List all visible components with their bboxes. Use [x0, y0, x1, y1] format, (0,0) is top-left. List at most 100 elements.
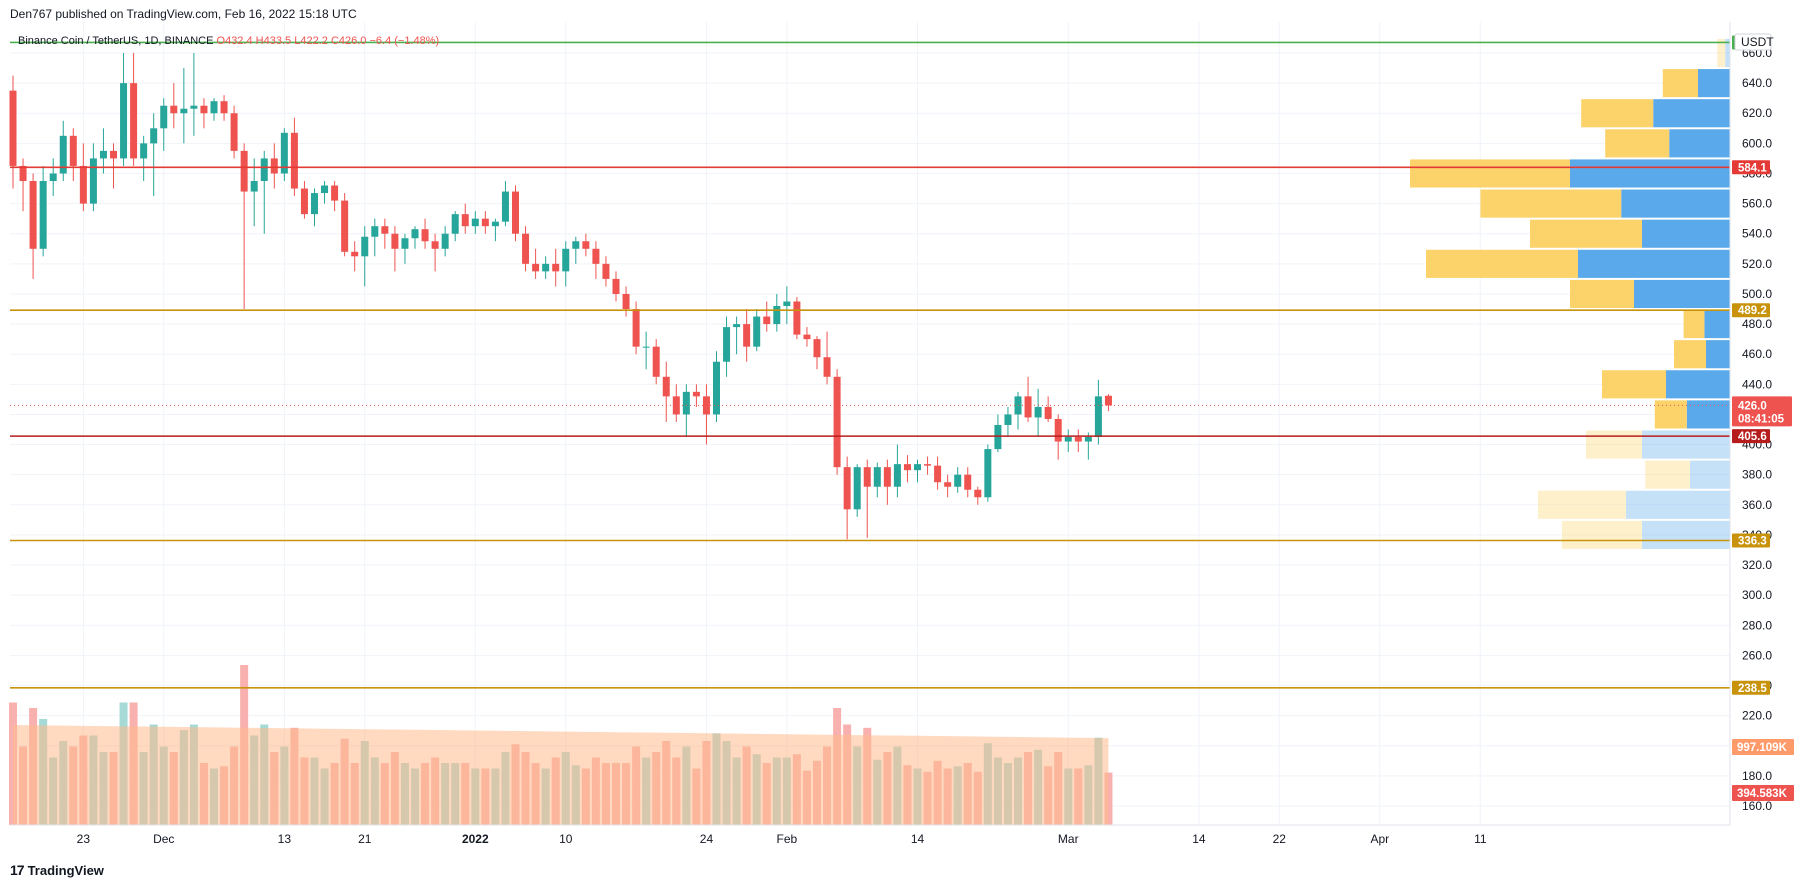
- candle-body[interactable]: [471, 218, 479, 227]
- candle-body[interactable]: [903, 464, 911, 471]
- candle-body[interactable]: [1064, 437, 1072, 442]
- candle-body[interactable]: [682, 391, 690, 415]
- candle-body[interactable]: [240, 150, 248, 192]
- candle-body[interactable]: [763, 316, 771, 325]
- candle-body[interactable]: [542, 263, 550, 272]
- candle-body[interactable]: [401, 238, 409, 249]
- tradingview-logo[interactable]: 17 TradingView: [10, 862, 104, 878]
- candle-body[interactable]: [672, 396, 680, 415]
- candle-body[interactable]: [411, 229, 419, 239]
- candle-body[interactable]: [260, 158, 268, 182]
- candle-body[interactable]: [19, 165, 27, 182]
- candle-body[interactable]: [1074, 437, 1082, 442]
- symbol-legend[interactable]: Binance Coin / TetherUS, 1D, BINANCE O43…: [18, 35, 439, 47]
- candle-body[interactable]: [783, 301, 791, 307]
- candle-body[interactable]: [110, 150, 117, 159]
- candle-body[interactable]: [220, 101, 228, 114]
- candle-body[interactable]: [300, 188, 308, 215]
- candle-body[interactable]: [290, 132, 298, 189]
- candle-body[interactable]: [441, 233, 449, 249]
- candle-body[interactable]: [924, 464, 932, 466]
- candle-body[interactable]: [311, 193, 318, 215]
- candle-body[interactable]: [431, 241, 439, 249]
- candle-body[interactable]: [351, 251, 359, 257]
- candle-body[interactable]: [49, 173, 57, 182]
- candle-body[interactable]: [642, 346, 650, 348]
- candle-body[interactable]: [361, 236, 369, 257]
- candle-body[interactable]: [914, 464, 921, 471]
- candle-body[interactable]: [853, 467, 861, 510]
- candle-body[interactable]: [170, 105, 178, 114]
- candle-body[interactable]: [321, 185, 329, 194]
- candle-body[interactable]: [230, 113, 238, 151]
- candle-body[interactable]: [532, 263, 540, 272]
- candle-body[interactable]: [833, 376, 841, 468]
- candle-body[interactable]: [39, 181, 47, 249]
- candle-body[interactable]: [150, 128, 158, 144]
- candle-body[interactable]: [371, 226, 379, 237]
- candle-body[interactable]: [381, 226, 389, 234]
- candle-body[interactable]: [622, 293, 630, 310]
- price-chart[interactable]: 660.0640.0620.0600.0580.0560.0540.0520.0…: [0, 22, 1810, 860]
- candle-body[interactable]: [984, 449, 992, 498]
- candle-body[interactable]: [652, 346, 660, 377]
- candle-body[interactable]: [280, 132, 288, 174]
- candle-body[interactable]: [743, 324, 751, 347]
- candle-body[interactable]: [1044, 406, 1052, 419]
- candle-body[interactable]: [1084, 437, 1092, 442]
- candle-body[interactable]: [79, 165, 87, 204]
- candle-body[interactable]: [632, 309, 640, 347]
- candle-body[interactable]: [753, 316, 761, 347]
- candle-body[interactable]: [1054, 418, 1062, 442]
- candle-body[interactable]: [421, 229, 429, 242]
- candle-body[interactable]: [1004, 414, 1012, 425]
- candle-body[interactable]: [934, 465, 942, 483]
- candle-body[interactable]: [512, 191, 519, 234]
- candle-body[interactable]: [803, 334, 811, 340]
- candle-body[interactable]: [210, 101, 218, 114]
- candle-body[interactable]: [89, 158, 97, 204]
- candle-body[interactable]: [612, 278, 620, 294]
- candle-body[interactable]: [692, 391, 700, 397]
- candle-body[interactable]: [250, 181, 258, 192]
- candle-body[interactable]: [99, 150, 107, 159]
- candle-body[interactable]: [602, 263, 610, 279]
- candle-body[interactable]: [954, 474, 962, 487]
- candle-body[interactable]: [270, 158, 278, 174]
- candle-body[interactable]: [964, 474, 972, 490]
- candle-body[interactable]: [461, 214, 469, 227]
- candle-body[interactable]: [863, 467, 871, 487]
- candle-body[interactable]: [501, 191, 509, 222]
- candle-body[interactable]: [713, 361, 720, 415]
- candle-body[interactable]: [582, 241, 590, 249]
- candle-body[interactable]: [341, 200, 349, 252]
- candle-body[interactable]: [69, 135, 77, 166]
- candle-body[interactable]: [733, 324, 741, 328]
- candle-body[interactable]: [793, 301, 801, 335]
- candle-body[interactable]: [813, 339, 821, 358]
- candle-body[interactable]: [1094, 396, 1102, 438]
- candle-body[interactable]: [974, 489, 982, 498]
- candle-body[interactable]: [883, 467, 891, 487]
- candle-body[interactable]: [331, 185, 339, 201]
- candle-body[interactable]: [200, 105, 208, 114]
- candle-body[interactable]: [522, 233, 530, 264]
- currency-badge[interactable]: [1734, 33, 1772, 51]
- candle-body[interactable]: [391, 233, 399, 249]
- candle-body[interactable]: [1104, 395, 1112, 406]
- candle-body[interactable]: [823, 357, 831, 377]
- candle-body[interactable]: [29, 181, 37, 249]
- candle-body[interactable]: [773, 306, 781, 325]
- candle-body[interactable]: [994, 424, 1002, 450]
- candle-body[interactable]: [843, 467, 851, 510]
- candle-body[interactable]: [9, 90, 17, 166]
- candle-body[interactable]: [160, 105, 168, 129]
- candle-body[interactable]: [873, 467, 881, 487]
- candle-body[interactable]: [944, 482, 952, 487]
- candle-body[interactable]: [130, 83, 138, 159]
- candle-body[interactable]: [572, 241, 580, 249]
- candle-body[interactable]: [481, 218, 489, 227]
- candle-body[interactable]: [552, 263, 560, 272]
- candle-body[interactable]: [491, 221, 499, 227]
- candle-body[interactable]: [1034, 406, 1042, 418]
